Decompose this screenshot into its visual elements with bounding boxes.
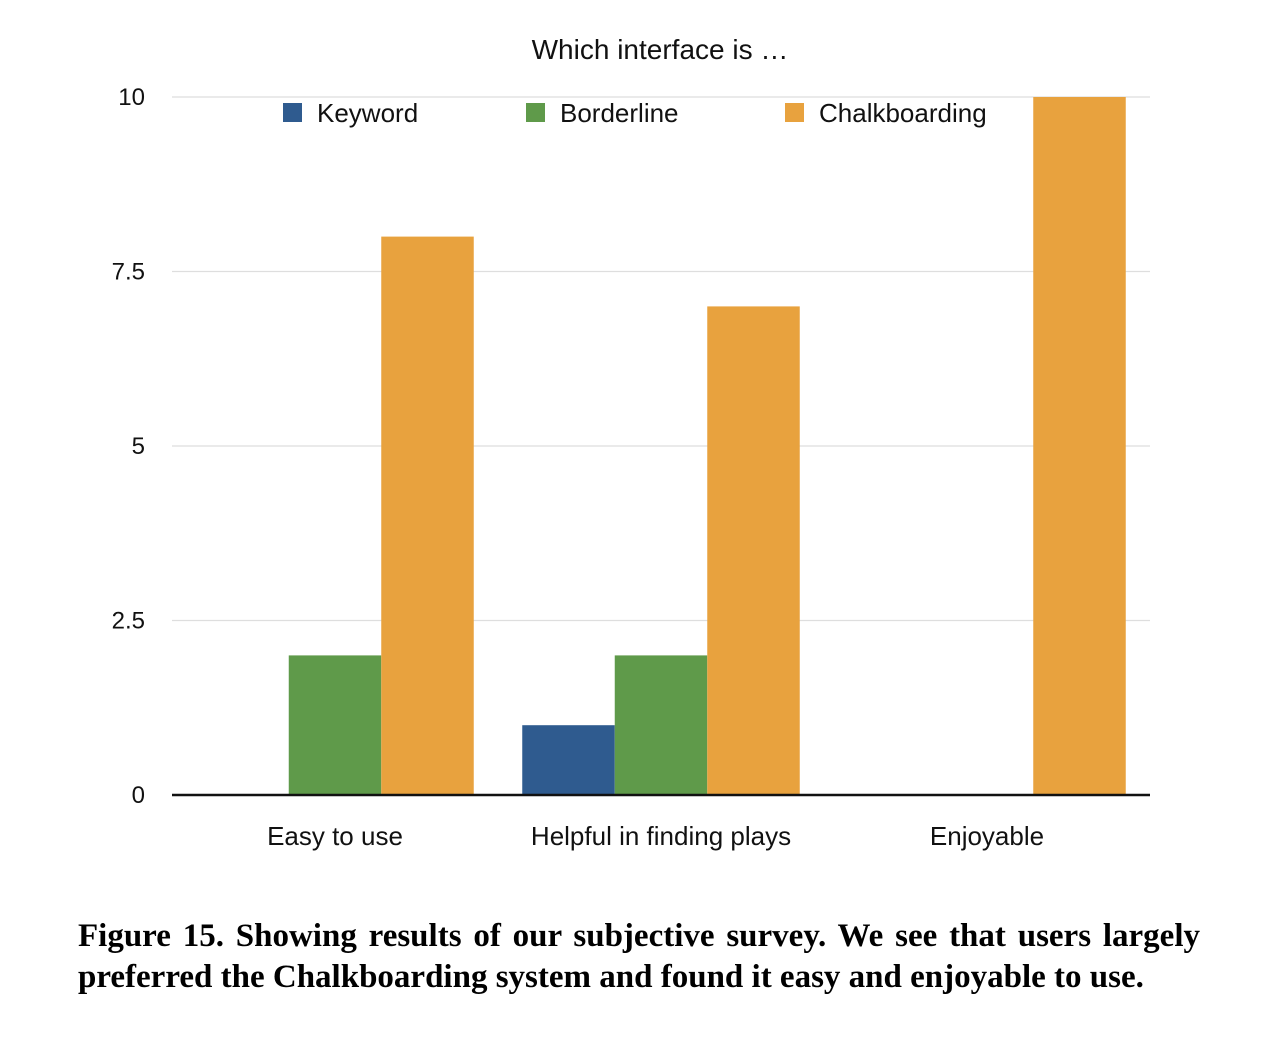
legend-swatch-chalkboarding	[785, 103, 804, 122]
y-tick-label: 0	[132, 782, 145, 809]
y-tick-label: 10	[118, 84, 145, 111]
gridlines	[172, 96, 1150, 622]
figure-caption: Figure 15. Showing results of our subjec…	[78, 918, 1200, 995]
legend-swatch-keyword	[283, 103, 302, 122]
bar-keyword-1	[522, 725, 615, 795]
legend-swatch-borderline	[526, 103, 545, 122]
bar-borderline-0	[288, 655, 382, 795]
bar-chalkboarding-0	[381, 236, 474, 796]
y-tick-label: 5	[132, 433, 145, 460]
chart-title: Which interface is …	[532, 34, 789, 65]
legend-label-borderline: Borderline	[560, 98, 679, 128]
y-tick-label: 2.5	[112, 608, 145, 635]
x-axis-ticks: Easy to use Helpful in finding plays Enjoy…	[267, 821, 1044, 851]
legend: Keyword Borderline Chalkboarding	[283, 98, 987, 128]
bar-borderline-1	[614, 655, 708, 795]
x-tick-label: Easy to use	[267, 821, 403, 851]
y-axis-ticks: 0 2.5 5 7.5 10	[112, 84, 145, 809]
legend-label-keyword: Keyword	[317, 98, 418, 128]
bar-chalkboarding-1	[707, 306, 800, 795]
x-tick-label: Helpful in finding plays	[531, 821, 791, 851]
legend-label-chalkboarding: Chalkboarding	[819, 98, 987, 128]
bar-chart: Which interface is … 0 2.5 5 7.5 10 Easy to …	[112, 34, 1150, 851]
bar-chalkboarding-2	[1033, 97, 1126, 795]
bars	[288, 97, 1126, 796]
y-tick-label: 7.5	[112, 259, 145, 286]
x-tick-label: Enjoyable	[930, 821, 1044, 851]
